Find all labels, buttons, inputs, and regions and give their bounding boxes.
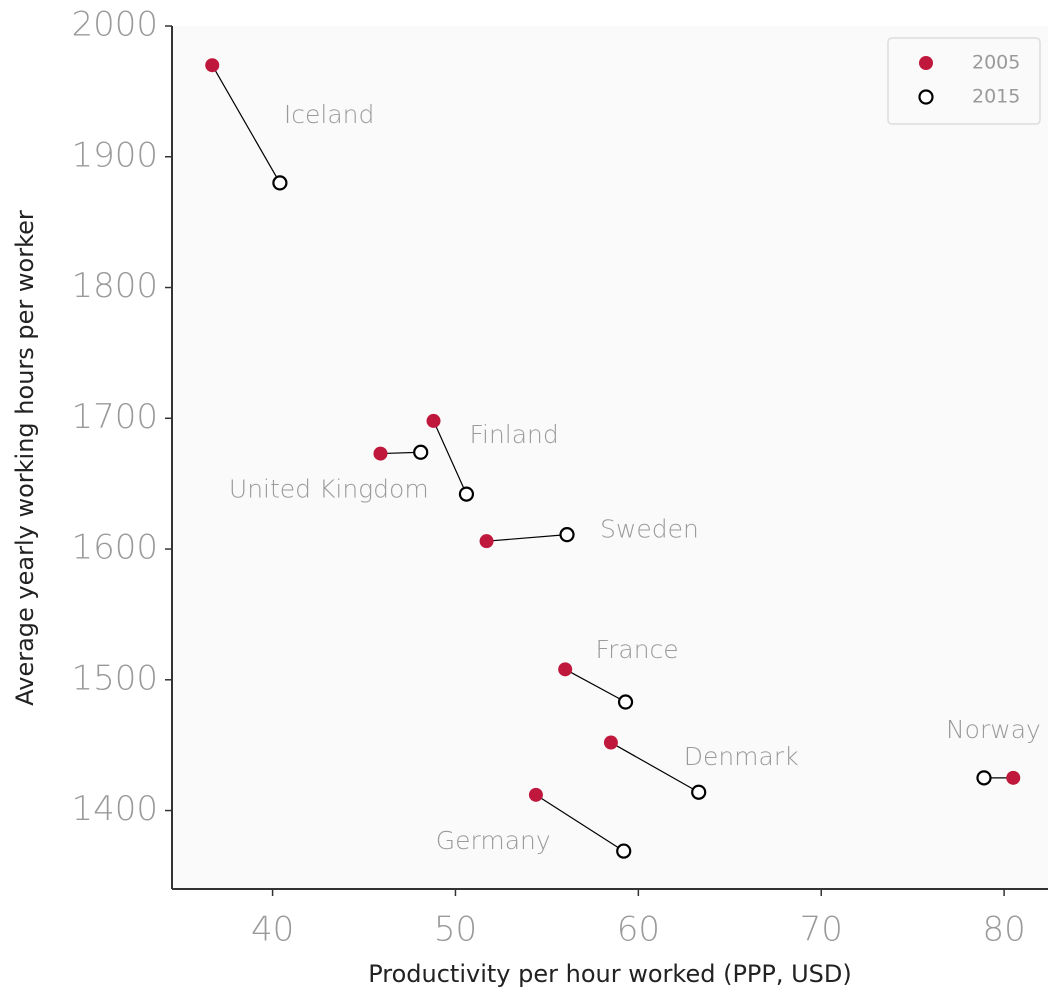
point	[373, 446, 388, 461]
point	[617, 694, 634, 710]
connector	[211, 64, 281, 184]
country-label: France	[596, 635, 679, 664]
x-axis-title: Productivity per hour worked (PPP, USD)	[368, 960, 852, 988]
country-label: Iceland	[284, 100, 374, 129]
country-label: Denmark	[684, 742, 799, 771]
point	[479, 534, 494, 549]
point	[616, 843, 632, 859]
point	[691, 784, 707, 800]
point	[528, 787, 543, 802]
connector	[432, 420, 467, 495]
point	[458, 486, 475, 502]
point	[426, 413, 441, 428]
country-label: Finland	[469, 420, 558, 449]
point	[272, 175, 288, 191]
plot-area	[172, 26, 1048, 889]
point	[205, 58, 220, 73]
point	[559, 527, 575, 543]
x-tick-label: 40	[251, 910, 294, 950]
y-tick-label: 1400	[71, 789, 158, 829]
country-label: Sweden	[600, 515, 699, 544]
connector	[564, 668, 626, 703]
x-tick-label: 50	[434, 910, 477, 950]
y-axis-title: Average yearly working hours per worker	[11, 210, 39, 706]
point	[603, 735, 618, 750]
country-label: Norway	[946, 715, 1041, 744]
legend-marker	[918, 89, 934, 105]
y-tick-label: 1900	[71, 135, 158, 175]
y-tick-label: 1500	[71, 658, 158, 698]
x-tick-label: 70	[800, 910, 843, 950]
y-tick-label: 1800	[71, 266, 158, 306]
point	[1006, 770, 1021, 785]
legend-label: 2005	[972, 52, 1020, 74]
x-tick-label: 60	[617, 910, 660, 950]
legend-label: 2015	[972, 86, 1020, 108]
country-label: United Kingdom	[229, 474, 429, 503]
legend-marker	[919, 56, 933, 70]
point	[413, 444, 429, 460]
country-label: Germany	[436, 826, 551, 855]
point	[558, 662, 573, 677]
connector	[610, 742, 699, 793]
y-tick-label: 1700	[71, 397, 158, 437]
y-tick-label: 2000	[71, 5, 158, 45]
y-tick-label: 1600	[71, 528, 158, 568]
x-tick-label: 80	[982, 910, 1025, 950]
point	[976, 770, 992, 786]
connector	[486, 534, 568, 542]
connector	[535, 794, 625, 852]
